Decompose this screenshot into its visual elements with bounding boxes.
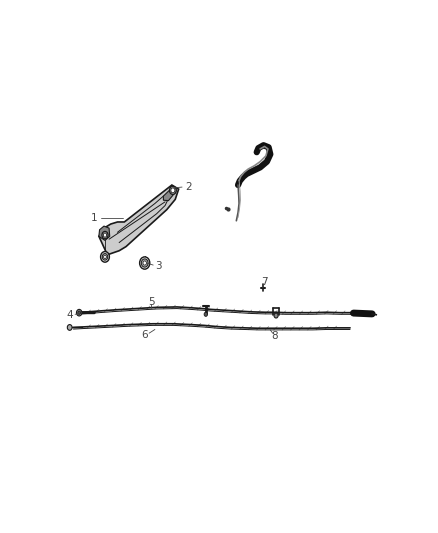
Circle shape — [101, 252, 110, 262]
Circle shape — [140, 257, 150, 269]
Text: 1: 1 — [91, 213, 97, 223]
Text: 4: 4 — [67, 310, 73, 320]
Polygon shape — [99, 185, 179, 255]
Text: 3: 3 — [155, 261, 162, 271]
Polygon shape — [99, 226, 110, 240]
Circle shape — [143, 261, 146, 265]
Circle shape — [170, 186, 176, 195]
Circle shape — [67, 325, 72, 330]
Circle shape — [103, 233, 107, 237]
Text: 7: 7 — [261, 277, 268, 287]
Circle shape — [141, 259, 148, 267]
Polygon shape — [163, 187, 176, 200]
Text: 5: 5 — [148, 297, 155, 307]
Circle shape — [274, 313, 278, 318]
Circle shape — [102, 231, 108, 239]
Circle shape — [78, 311, 81, 314]
Text: 6: 6 — [141, 330, 148, 340]
Circle shape — [77, 309, 82, 316]
Text: 2: 2 — [186, 182, 192, 192]
Circle shape — [104, 255, 106, 259]
Circle shape — [171, 188, 175, 193]
Circle shape — [102, 254, 108, 260]
Text: 8: 8 — [272, 330, 278, 341]
Circle shape — [204, 312, 208, 317]
